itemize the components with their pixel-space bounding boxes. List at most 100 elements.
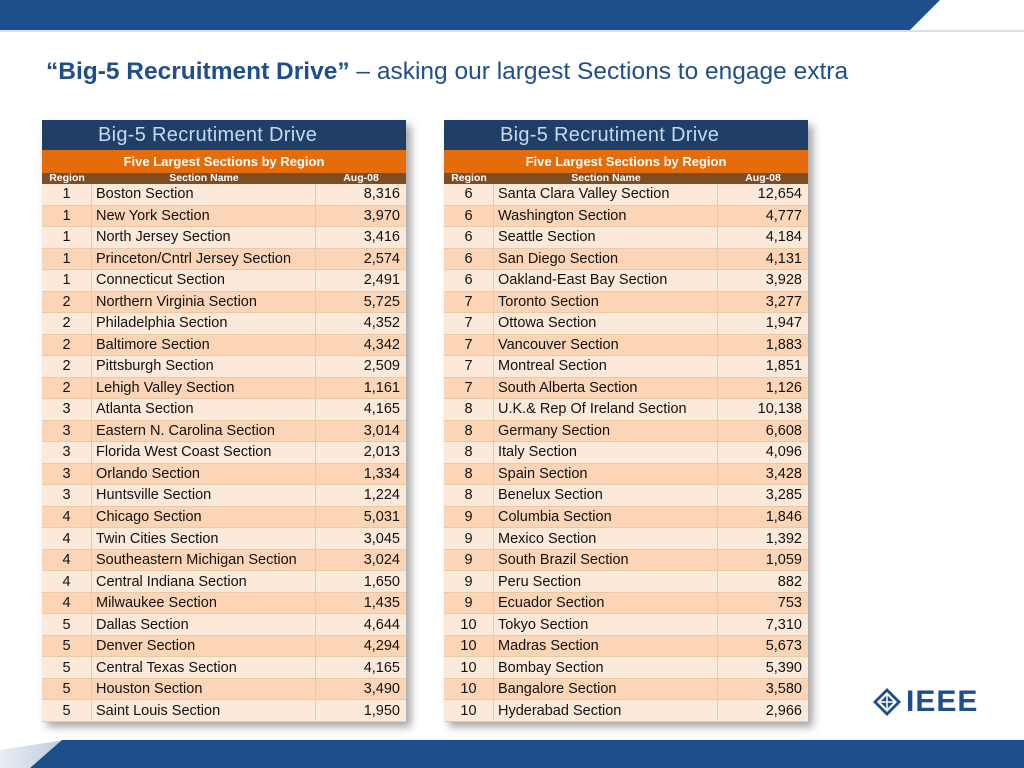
- table-row: 4 Milwaukee Section 1,435: [42, 592, 406, 615]
- table-row: 6 Washington Section 4,777: [444, 205, 808, 228]
- table-row: 2 Northern Virginia Section 5,725: [42, 291, 406, 314]
- region-cell: 1: [42, 227, 92, 248]
- region-cell: 4: [42, 592, 92, 614]
- table-row: 4 Twin Cities Section 3,045: [42, 528, 406, 550]
- region-cell: 7: [444, 334, 494, 356]
- region-cell: 3: [42, 463, 92, 485]
- left-table-title: Big-5 Recrutiment Drive: [42, 120, 406, 150]
- table-row: 8 Italy Section 4,096: [444, 442, 808, 464]
- top-banner: [0, 0, 1024, 30]
- table-row: 2 Philadelphia Section 4,352: [42, 313, 406, 335]
- section-name-cell: Central Texas Section: [92, 657, 316, 678]
- section-name-cell: Baltimore Section: [92, 334, 316, 356]
- member-count-cell: 1,161: [363, 379, 400, 396]
- section-name-cell: Philadelphia Section: [92, 313, 316, 334]
- table-row: 1 New York Section 3,970: [42, 205, 406, 228]
- member-count-cell: 3,416: [363, 229, 400, 246]
- section-name-cell: Montreal Section: [494, 356, 718, 377]
- member-count-cell: 3,580: [765, 681, 802, 698]
- right-table-subtitle: Five Largest Sections by Region: [444, 150, 808, 173]
- region-cell: 7: [444, 377, 494, 399]
- table-row: 5 Houston Section 3,490: [42, 678, 406, 701]
- section-name-cell: Houston Section: [92, 678, 316, 700]
- member-count-cell: 2,574: [363, 250, 400, 267]
- table-row: 7 Ottowa Section 1,947: [444, 313, 808, 335]
- region-cell: 7: [444, 291, 494, 313]
- region-cell: 10: [444, 614, 494, 635]
- section-name-cell: Denver Section: [92, 635, 316, 657]
- slide-title: “Big-5 Recruitment Drive” – asking our l…: [46, 58, 1006, 86]
- section-name-cell: Lehigh Valley Section: [92, 377, 316, 399]
- section-name-cell: Orlando Section: [92, 463, 316, 485]
- region-cell: 6: [444, 227, 494, 248]
- table-row: 1 North Jersey Section 3,416: [42, 227, 406, 249]
- left-table-subtitle: Five Largest Sections by Region: [42, 150, 406, 173]
- section-name-cell: Northern Virginia Section: [92, 291, 316, 313]
- member-count-cell: 3,024: [363, 552, 400, 569]
- section-name-cell: Central Indiana Section: [92, 571, 316, 592]
- table-row: 9 Ecuador Section 753: [444, 592, 808, 615]
- section-name-cell: Benelux Section: [494, 485, 718, 506]
- member-count-cell: 1,224: [363, 487, 400, 504]
- region-cell: 2: [42, 377, 92, 399]
- member-count-cell: 4,644: [363, 616, 400, 633]
- section-name-cell: Boston Section: [92, 184, 316, 205]
- region-cell: 9: [444, 506, 494, 528]
- table-row: 8 U.K.& Rep Of Ireland Section 10,138: [444, 399, 808, 421]
- member-count-cell: 7,310: [765, 616, 802, 633]
- table-row: 7 Toronto Section 3,277: [444, 291, 808, 314]
- member-count-cell: 882: [777, 573, 802, 590]
- table-row: 7 Vancouver Section 1,883: [444, 334, 808, 357]
- member-count-cell: 4,294: [363, 638, 400, 655]
- section-name-cell: Columbia Section: [494, 506, 718, 528]
- region-cell: 7: [444, 313, 494, 334]
- member-count-cell: 3,490: [363, 681, 400, 698]
- member-count-cell: 5,673: [765, 638, 802, 655]
- right-table-title: Big-5 Recrutiment Drive: [444, 120, 808, 150]
- table-row: 4 Central Indiana Section 1,650: [42, 571, 406, 593]
- section-name-cell: Atlanta Section: [92, 399, 316, 420]
- section-name-cell: Washington Section: [494, 205, 718, 227]
- region-cell: 4: [42, 506, 92, 528]
- section-name-cell: Madras Section: [494, 635, 718, 657]
- region-cell: 5: [42, 657, 92, 678]
- section-name-cell: Mexico Section: [494, 528, 718, 549]
- member-count-cell: 5,031: [363, 508, 400, 525]
- region-cell: 4: [42, 571, 92, 592]
- region-cell: 3: [42, 399, 92, 420]
- table-row: 10 Bangalore Section 3,580: [444, 678, 808, 701]
- member-count-cell: 3,014: [363, 422, 400, 439]
- region-cell: 5: [42, 614, 92, 635]
- table-row: 10 Bombay Section 5,390: [444, 657, 808, 679]
- section-name-cell: Eastern N. Carolina Section: [92, 420, 316, 442]
- section-name-cell: Toronto Section: [494, 291, 718, 313]
- section-name-cell: South Brazil Section: [494, 549, 718, 571]
- section-name-cell: Southeastern Michigan Section: [92, 549, 316, 571]
- slide-title-rest: – asking our largest Sections to engage …: [349, 58, 849, 85]
- section-name-cell: Connecticut Section: [92, 270, 316, 291]
- member-count-cell: 4,165: [363, 659, 400, 676]
- region-cell: 9: [444, 571, 494, 592]
- table-row: 4 Chicago Section 5,031: [42, 506, 406, 529]
- region-cell: 10: [444, 657, 494, 678]
- region-cell: 10: [444, 700, 494, 721]
- section-name-cell: Princeton/Cntrl Jersey Section: [92, 248, 316, 270]
- section-name-cell: U.K.& Rep Of Ireland Section: [494, 399, 718, 420]
- member-count-cell: 2,013: [363, 444, 400, 461]
- section-name-cell: South Alberta Section: [494, 377, 718, 399]
- region-cell: 2: [42, 356, 92, 377]
- member-count-cell: 4,131: [765, 250, 802, 267]
- table-row: 3 Orlando Section 1,334: [42, 463, 406, 486]
- member-count-cell: 1,059: [765, 552, 802, 569]
- section-name-cell: Milwaukee Section: [92, 592, 316, 614]
- table-row: 5 Dallas Section 4,644: [42, 614, 406, 636]
- member-count-cell: 6,608: [765, 422, 802, 439]
- member-count-cell: 3,045: [363, 530, 400, 547]
- region-cell: 6: [444, 205, 494, 227]
- member-count-cell: 5,725: [363, 293, 400, 310]
- region-cell: 7: [444, 356, 494, 377]
- slide-title-bold: “Big-5 Recruitment Drive”: [46, 58, 350, 85]
- table-row: 3 Atlanta Section 4,165: [42, 399, 406, 421]
- region-cell: 8: [444, 420, 494, 442]
- section-name-cell: Bombay Section: [494, 657, 718, 678]
